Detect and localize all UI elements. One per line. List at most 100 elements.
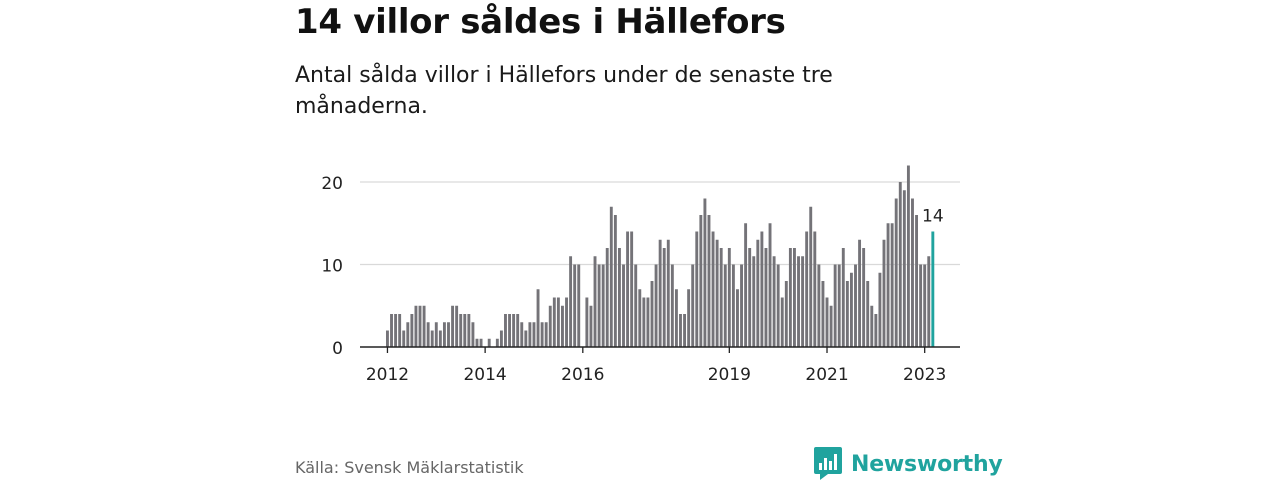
bar xyxy=(915,215,918,347)
bar xyxy=(528,322,532,347)
bar xyxy=(870,305,874,347)
bar xyxy=(561,305,564,347)
bar xyxy=(788,248,792,347)
bar xyxy=(536,289,540,347)
bar xyxy=(898,182,902,347)
highlighted-bar xyxy=(931,231,935,347)
bar xyxy=(605,248,609,347)
bar xyxy=(524,330,528,347)
x-tick-label: 2012 xyxy=(366,365,409,385)
brand-name: Newsworthy xyxy=(851,451,1003,477)
highlight-value-label: 14 xyxy=(922,207,944,227)
bar xyxy=(495,338,499,347)
bar xyxy=(447,322,450,347)
bar xyxy=(613,215,617,347)
bar xyxy=(695,231,699,347)
bar xyxy=(727,248,731,347)
bar xyxy=(455,305,459,347)
bar xyxy=(414,305,418,347)
bar xyxy=(670,264,674,347)
bar xyxy=(882,239,886,347)
bar xyxy=(784,281,788,347)
bar xyxy=(471,322,475,347)
bar xyxy=(919,264,923,347)
bar-chart: 0 10 20 2012 2014 2016 2019 2021 2023 14 xyxy=(321,165,960,385)
bar xyxy=(589,305,593,347)
bar xyxy=(504,314,507,347)
bar xyxy=(845,281,849,347)
bar xyxy=(426,322,430,347)
bar xyxy=(829,305,833,347)
bar xyxy=(622,264,625,347)
bar xyxy=(833,264,837,347)
bar xyxy=(772,256,776,347)
bar xyxy=(699,215,703,347)
bar xyxy=(906,165,910,347)
x-tick-label: 2016 xyxy=(561,365,604,385)
x-tick-label: 2023 xyxy=(903,365,946,385)
bar xyxy=(634,264,638,347)
bar xyxy=(707,215,711,347)
bar xyxy=(752,256,756,347)
bar xyxy=(552,297,556,347)
bar xyxy=(593,256,597,347)
bar xyxy=(687,289,691,347)
bar xyxy=(442,322,446,347)
x-tick-label: 2014 xyxy=(463,365,506,385)
bar xyxy=(674,289,678,347)
bar xyxy=(556,297,560,347)
bar xyxy=(886,223,890,347)
bar xyxy=(654,264,658,347)
bar xyxy=(597,264,601,347)
bar xyxy=(617,248,621,347)
bar xyxy=(866,281,870,347)
bar xyxy=(577,264,581,347)
bar xyxy=(386,330,389,347)
bar xyxy=(398,314,402,347)
bar xyxy=(666,239,670,347)
newsworthy-logo: Newsworthy xyxy=(814,447,1003,481)
bar xyxy=(719,248,723,347)
bar xyxy=(630,231,634,347)
bar xyxy=(406,322,410,347)
bar xyxy=(837,264,841,347)
bar xyxy=(768,223,772,347)
y-tick-label: 0 xyxy=(332,339,343,359)
chart-title: 14 villor såldes i Hällefors xyxy=(295,2,786,42)
newsworthy-icon xyxy=(814,447,842,480)
bar xyxy=(748,248,752,347)
bar xyxy=(874,314,878,347)
bar xyxy=(691,264,695,347)
bar xyxy=(650,281,654,347)
bar xyxy=(512,314,516,347)
bar xyxy=(679,314,682,347)
bar xyxy=(601,264,605,347)
bar xyxy=(902,190,906,347)
bar xyxy=(760,231,764,347)
bar xyxy=(817,264,821,347)
bar xyxy=(731,264,735,347)
bar xyxy=(573,264,577,347)
bar xyxy=(544,322,548,347)
bar xyxy=(801,256,805,347)
bar xyxy=(805,231,809,347)
bar xyxy=(797,256,800,347)
bar xyxy=(540,322,544,347)
bar xyxy=(756,239,760,347)
bar xyxy=(569,256,573,347)
bar xyxy=(434,322,438,347)
bar xyxy=(565,297,568,347)
bar xyxy=(858,239,862,347)
bar xyxy=(532,322,536,347)
bar xyxy=(703,198,707,347)
bar xyxy=(723,264,727,347)
bar xyxy=(878,272,882,347)
bar xyxy=(658,239,662,347)
bars xyxy=(386,165,935,347)
bar xyxy=(479,338,483,347)
bar xyxy=(438,330,442,347)
bar xyxy=(825,297,829,347)
bar xyxy=(780,297,784,347)
bar xyxy=(841,248,845,347)
bar xyxy=(821,281,825,347)
